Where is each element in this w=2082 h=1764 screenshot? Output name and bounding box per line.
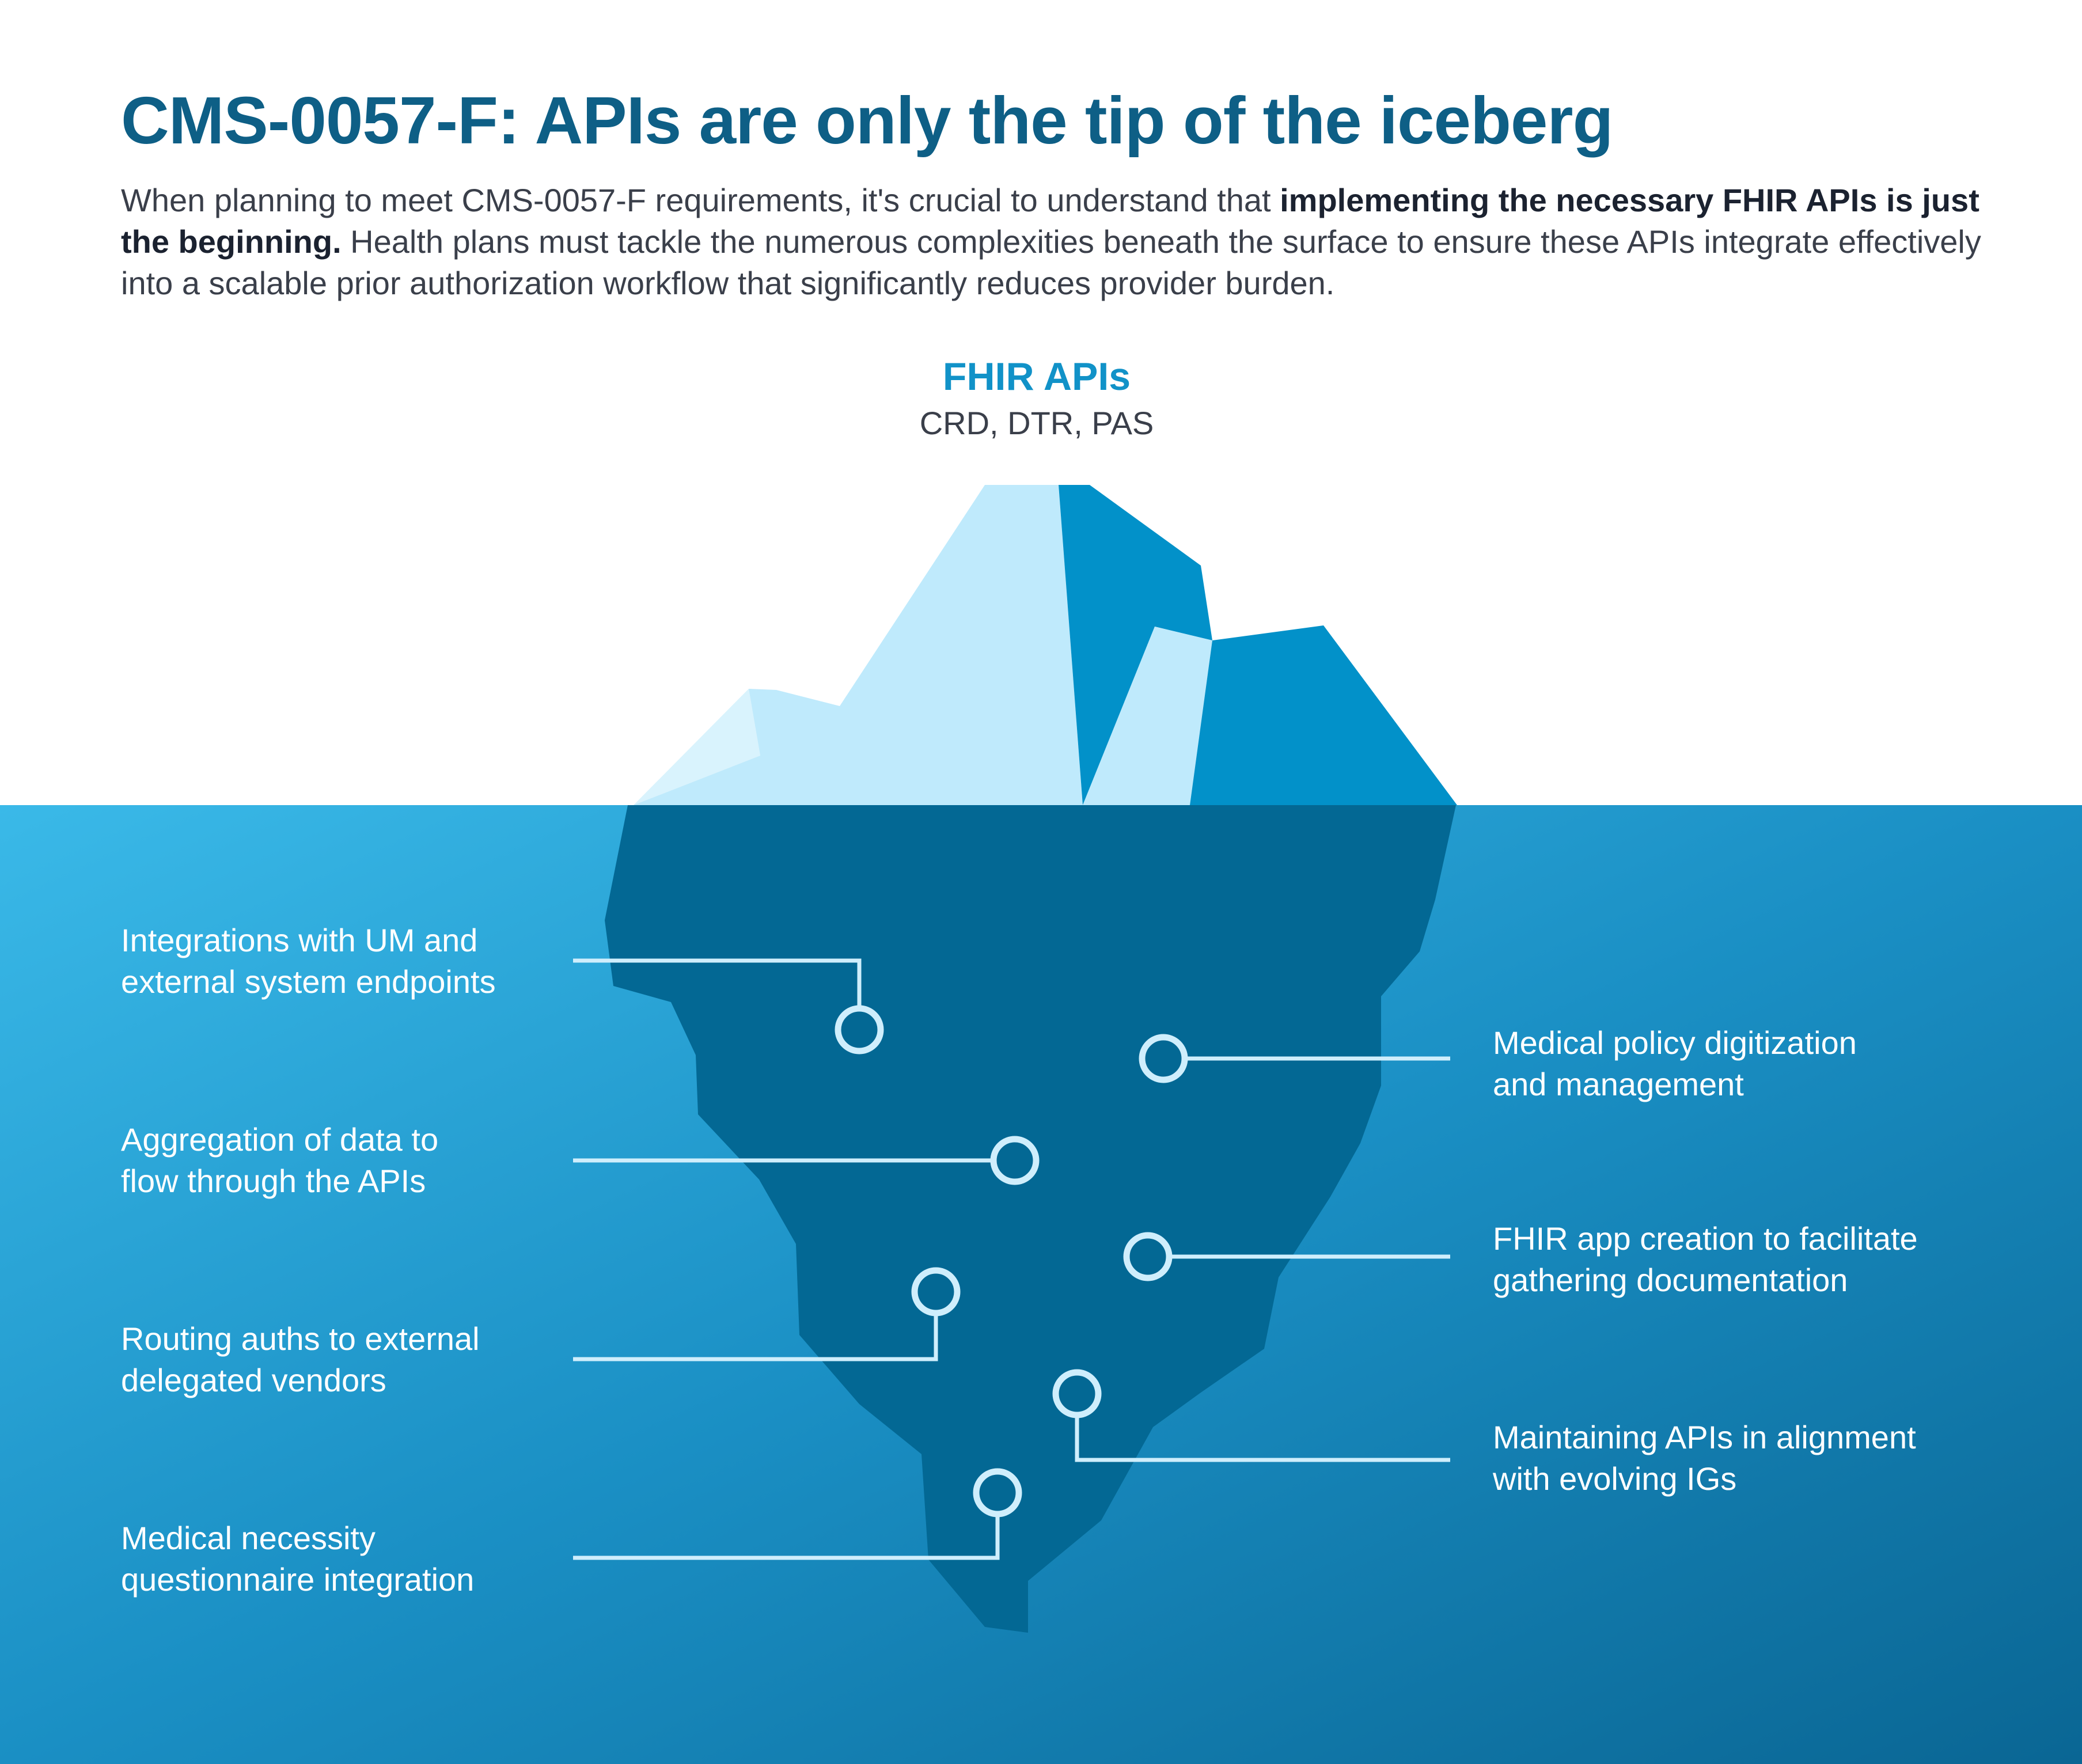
label-right-1-line1: Medical policy digitization <box>1493 1025 1857 1061</box>
label-left-4-line2: questionnaire integration <box>121 1561 475 1598</box>
label-left-3: Routing auths to external delegated vend… <box>121 1318 639 1401</box>
connector-left-1 <box>573 958 862 1007</box>
label-right-2: FHIR app creation to facilitate gatherin… <box>1493 1218 2046 1301</box>
connectors <box>573 958 1450 1560</box>
connector-right-3 <box>1075 1416 1450 1462</box>
label-right-1: Medical policy digitization and manageme… <box>1493 1022 2046 1105</box>
iceberg-underwater <box>605 805 1456 1633</box>
label-left-3-line1: Routing auths to external <box>121 1321 480 1357</box>
marker-circle-left-3 <box>911 1267 961 1317</box>
marker-circle-right-3 <box>1052 1369 1102 1418</box>
marker-circle-left-2 <box>990 1136 1040 1185</box>
label-left-2: Aggregation of data to flow through the … <box>121 1119 639 1202</box>
intro-text-2: Health plans must tackle the numerous co… <box>121 223 1981 301</box>
label-right-2-line2: gathering documentation <box>1493 1262 1848 1298</box>
intro-text-1: When planning to meet CMS-0057-F require… <box>121 182 1280 218</box>
ice-face-light-left <box>634 689 760 805</box>
iceberg-tip <box>634 485 1457 805</box>
label-left-2-line2: flow through the APIs <box>121 1163 426 1199</box>
ice-face-light-main <box>634 485 1083 805</box>
marker-circle-right-2 <box>1123 1232 1173 1281</box>
tip-title: FHIR APIs <box>942 355 1131 399</box>
label-left-1-line2: external system endpoints <box>121 963 496 1000</box>
ice-face-dark-right <box>1190 625 1457 805</box>
tip-subtitle: CRD, DTR, PAS <box>919 405 1154 441</box>
marker-circle-right-1 <box>1139 1034 1188 1083</box>
intro-paragraph: When planning to meet CMS-0057-F require… <box>121 180 1993 304</box>
label-left-1: Integrations with UM and external system… <box>121 920 639 1003</box>
label-right-1-line2: and management <box>1493 1066 1744 1102</box>
ice-face-dark-peak <box>1059 485 1212 805</box>
ice-face-light-mid <box>1083 627 1212 805</box>
intro-bold-text: implementing the necessary FHIR APIs is … <box>121 182 1979 260</box>
page-title: CMS-0057-F: APIs are only the tip of the… <box>121 83 1613 158</box>
connector-left-3 <box>573 1313 938 1361</box>
label-left-1-line1: Integrations with UM and <box>121 922 478 958</box>
label-left-4-line1: Medical necessity <box>121 1520 376 1556</box>
marker-circle-left-1 <box>835 1005 884 1054</box>
marker-circle-left-4 <box>973 1468 1022 1518</box>
label-left-2-line1: Aggregation of data to <box>121 1121 439 1158</box>
connector-left-4 <box>573 1516 1000 1560</box>
label-left-4: Medical necessity questionnaire integrat… <box>121 1518 639 1600</box>
label-right-2-line1: FHIR app creation to facilitate <box>1493 1220 1918 1257</box>
label-right-3-line1: Maintaining APIs in alignment <box>1493 1419 1916 1455</box>
label-right-3-line2: with evolving IGs <box>1493 1460 1737 1497</box>
label-left-3-line2: delegated vendors <box>121 1362 386 1398</box>
label-right-3: Maintaining APIs in alignment with evolv… <box>1493 1417 2046 1500</box>
